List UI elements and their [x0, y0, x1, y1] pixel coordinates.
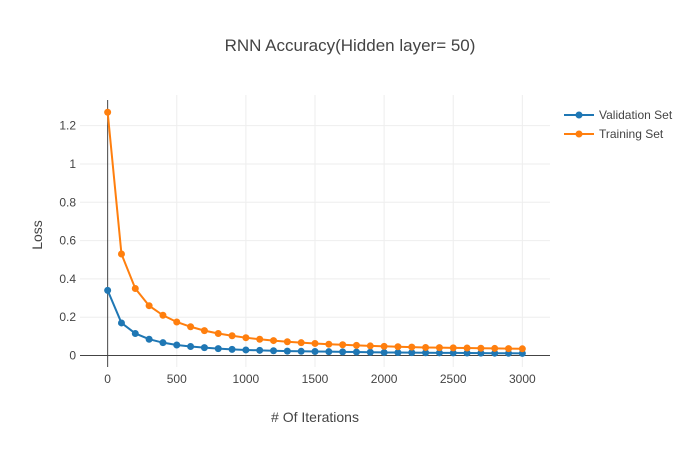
- data-point-training-set[interactable]: [228, 332, 236, 340]
- y-tick-label: 0.4: [59, 272, 76, 286]
- x-tick-label: 1500: [302, 372, 329, 386]
- series-training-set: [104, 108, 526, 353]
- data-point-validation-set[interactable]: [339, 348, 347, 356]
- legend-label-validation: Validation Set: [599, 108, 673, 122]
- y-tick-label: 0.8: [59, 195, 76, 209]
- data-point-training-set[interactable]: [159, 311, 167, 319]
- data-point-validation-set[interactable]: [228, 345, 236, 353]
- data-point-validation-set[interactable]: [131, 329, 139, 337]
- data-point-validation-set[interactable]: [200, 344, 208, 352]
- data-point-validation-set[interactable]: [242, 346, 250, 354]
- x-axis-title: # Of Iterations: [271, 409, 359, 425]
- data-point-training-set[interactable]: [408, 343, 416, 351]
- legend: Validation Set Training Set: [564, 108, 673, 141]
- data-point-validation-set[interactable]: [311, 347, 319, 355]
- x-tick-labels: 0 500 1000 1500 2000 2500 3000: [104, 372, 536, 386]
- data-point-training-set[interactable]: [463, 344, 471, 352]
- data-point-training-set[interactable]: [145, 302, 153, 310]
- data-point-training-set[interactable]: [187, 323, 195, 331]
- data-point-training-set[interactable]: [477, 344, 485, 352]
- legend-marker-training: [575, 130, 583, 138]
- legend-item-validation[interactable]: Validation Set: [564, 108, 673, 122]
- y-tick-label: 1: [69, 157, 76, 171]
- data-point-validation-set[interactable]: [449, 349, 457, 357]
- data-point-training-set[interactable]: [422, 343, 430, 351]
- data-point-validation-set[interactable]: [283, 347, 291, 355]
- data-point-training-set[interactable]: [449, 344, 457, 352]
- y-tick-label: 1.2: [59, 119, 76, 133]
- data-point-training-set[interactable]: [131, 284, 139, 292]
- y-tick-labels: 0 0.2 0.4 0.6 0.8 1 1.2: [59, 119, 76, 363]
- y-axis-title: Loss: [29, 220, 45, 250]
- data-point-training-set[interactable]: [505, 345, 513, 353]
- data-point-validation-set[interactable]: [380, 348, 388, 356]
- axes: [80, 100, 550, 367]
- data-point-validation-set[interactable]: [463, 349, 471, 357]
- data-point-validation-set[interactable]: [366, 348, 374, 356]
- data-point-validation-set[interactable]: [435, 349, 443, 357]
- data-point-validation-set[interactable]: [352, 348, 360, 356]
- data-point-validation-set[interactable]: [117, 319, 125, 327]
- x-tick-label: 2500: [440, 372, 467, 386]
- legend-marker-validation: [575, 111, 583, 119]
- legend-item-training[interactable]: Training Set: [564, 127, 664, 141]
- data-point-validation-set[interactable]: [173, 341, 181, 349]
- series: [104, 108, 526, 357]
- data-point-training-set[interactable]: [352, 341, 360, 349]
- series-validation-set: [104, 286, 526, 357]
- data-point-training-set[interactable]: [394, 343, 402, 351]
- data-point-validation-set[interactable]: [145, 335, 153, 343]
- data-point-training-set[interactable]: [270, 337, 278, 345]
- data-point-validation-set[interactable]: [104, 286, 112, 294]
- data-point-training-set[interactable]: [104, 108, 112, 116]
- data-point-validation-set[interactable]: [187, 343, 195, 351]
- x-tick-label: 0: [104, 372, 111, 386]
- data-point-training-set[interactable]: [297, 339, 305, 347]
- data-point-training-set[interactable]: [311, 339, 319, 347]
- data-point-validation-set[interactable]: [408, 349, 416, 357]
- data-point-training-set[interactable]: [242, 334, 250, 342]
- data-point-validation-set[interactable]: [270, 347, 278, 355]
- data-point-training-set[interactable]: [173, 318, 181, 326]
- data-point-training-set[interactable]: [325, 340, 333, 348]
- data-point-training-set[interactable]: [117, 250, 125, 258]
- data-point-training-set[interactable]: [366, 342, 374, 350]
- data-point-training-set[interactable]: [200, 327, 208, 335]
- x-tick-label: 3000: [509, 372, 536, 386]
- data-point-training-set[interactable]: [380, 342, 388, 350]
- data-point-training-set[interactable]: [339, 341, 347, 349]
- legend-label-training: Training Set: [599, 127, 664, 141]
- y-tick-label: 0.2: [59, 310, 76, 324]
- data-point-validation-set[interactable]: [394, 349, 402, 357]
- data-point-training-set[interactable]: [491, 344, 499, 352]
- data-point-validation-set[interactable]: [491, 349, 499, 357]
- data-point-validation-set[interactable]: [256, 346, 264, 354]
- y-tick-label: 0: [69, 349, 76, 363]
- x-tick-label: 500: [167, 372, 187, 386]
- data-point-validation-set[interactable]: [214, 345, 222, 353]
- data-point-validation-set[interactable]: [159, 339, 167, 347]
- data-point-training-set[interactable]: [435, 344, 443, 352]
- x-tick-label: 2000: [371, 372, 398, 386]
- data-point-validation-set[interactable]: [297, 347, 305, 355]
- chart-title: RNN Accuracy(Hidden layer= 50): [225, 36, 476, 55]
- grid: [80, 95, 550, 367]
- data-point-training-set[interactable]: [214, 329, 222, 337]
- data-point-validation-set[interactable]: [325, 348, 333, 356]
- data-point-training-set[interactable]: [256, 335, 264, 343]
- y-tick-label: 0.6: [59, 234, 76, 248]
- data-point-training-set[interactable]: [518, 345, 526, 353]
- data-point-validation-set[interactable]: [477, 349, 485, 357]
- data-point-training-set[interactable]: [283, 338, 291, 346]
- data-point-validation-set[interactable]: [422, 349, 430, 357]
- x-tick-label: 1000: [233, 372, 260, 386]
